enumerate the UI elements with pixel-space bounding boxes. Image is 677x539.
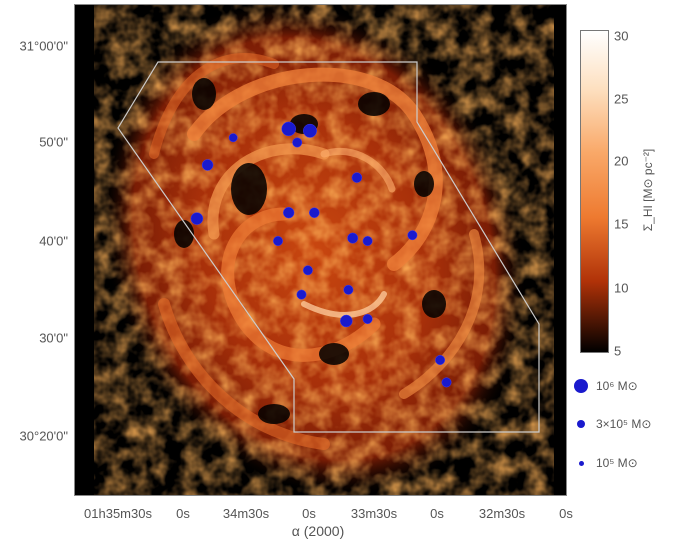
cloud-marker	[362, 236, 373, 246]
cloud-marker	[340, 314, 353, 328]
y-tick-label: 40'0"	[39, 233, 68, 249]
cloud-marker	[283, 207, 295, 219]
cloud-marker	[228, 133, 238, 143]
legend-item: 3×10⁵ M⊙	[570, 417, 651, 431]
x-tick-label: 0s	[176, 506, 190, 521]
legend-marker-small	[578, 460, 584, 466]
legend-marker-medium	[577, 420, 585, 428]
legend-label: 10⁶ M⊙	[596, 379, 638, 393]
cloud-marker	[441, 377, 452, 388]
y-tick-label: 30°20'0"	[19, 428, 68, 444]
x-axis-label: α (2000)	[291, 523, 345, 539]
cloud-marker	[292, 137, 303, 148]
legend-label: 3×10⁵ M⊙	[596, 417, 652, 431]
cloud-marker	[281, 121, 296, 137]
hi-surface-density-map	[94, 4, 554, 496]
cloud-marker	[343, 284, 354, 295]
legend-item: 10⁶ M⊙	[570, 379, 638, 393]
cloud-marker	[309, 207, 320, 218]
legend-label: 10⁵ M⊙	[596, 456, 638, 470]
colorbar-tick: 5	[614, 343, 622, 359]
survey-footprint	[117, 61, 540, 433]
cloud-markers	[190, 121, 452, 388]
cloud-marker	[351, 172, 363, 183]
hi-holes	[174, 78, 446, 424]
legend-marker-large	[574, 379, 588, 393]
cloud-marker	[201, 159, 214, 171]
cloud-marker	[296, 289, 307, 300]
y-tick-label: 31°00'0"	[19, 38, 68, 54]
colorbar-tick: 25	[614, 91, 629, 107]
y-tick-label: 50'0"	[39, 134, 68, 150]
cloud-marker	[190, 212, 204, 225]
hi-map-panel	[74, 4, 567, 496]
colorbar-gradient	[581, 31, 608, 352]
cloud-marker	[273, 236, 283, 246]
colorbar-label: Σ_HI [M⊙ pc⁻²]	[641, 148, 655, 232]
colorbar-tick: 20	[614, 153, 629, 169]
colorbar-tick: 30	[614, 28, 629, 44]
cloud-marker	[435, 355, 446, 365]
cloud-marker	[302, 265, 313, 276]
spiral-arms	[149, 53, 485, 450]
colorbar-tick: 15	[614, 216, 629, 232]
x-tick-label: 0s	[430, 506, 444, 521]
legend-item: 10⁵ M⊙	[570, 456, 638, 470]
x-tick-label: 0s	[559, 506, 573, 521]
x-tick-label: 34m30s	[222, 506, 270, 521]
x-tick-label: 33m30s	[350, 506, 398, 521]
cloud-marker	[362, 314, 373, 324]
colorbar-tick: 10	[614, 280, 629, 296]
cloud-marker	[303, 123, 317, 138]
x-tick-label: 01h35m30s	[84, 506, 152, 521]
y-tick-label: 30'0"	[39, 330, 68, 346]
x-tick-label: 32m30s	[478, 506, 526, 521]
colorbar	[580, 30, 609, 353]
x-tick-label: 0s	[302, 506, 316, 521]
cloud-marker	[407, 230, 418, 241]
cloud-marker	[347, 232, 359, 244]
